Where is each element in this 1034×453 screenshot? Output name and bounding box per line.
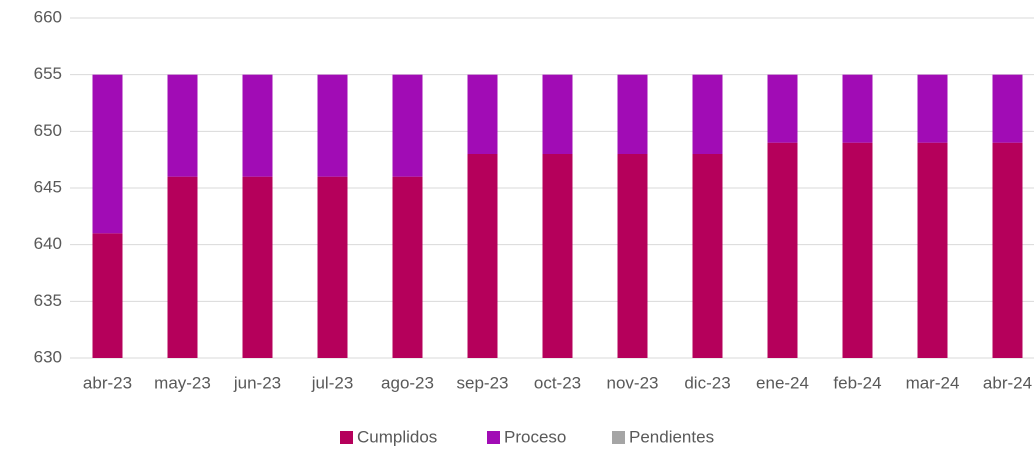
bar-segment (617, 74, 648, 154)
bar-segment (842, 142, 873, 358)
x-tick-label: abr-23 (83, 373, 132, 392)
y-tick-label: 650 (34, 121, 62, 140)
bar-segment (467, 74, 498, 154)
legend-label: Pendientes (629, 427, 714, 446)
bar-segment (392, 74, 423, 177)
x-tick-label: oct-23 (534, 373, 581, 392)
legend-label: Cumplidos (357, 427, 437, 446)
bar-segment (317, 176, 348, 358)
x-tick-label: ene-24 (756, 373, 809, 392)
bar-segment (167, 176, 198, 358)
bar-segment (767, 74, 798, 143)
bar-segment (917, 74, 948, 143)
legend-label: Proceso (504, 427, 566, 446)
x-tick-label: ago-23 (381, 373, 434, 392)
y-tick-label: 640 (34, 234, 62, 253)
x-tick-label: jul-23 (311, 373, 354, 392)
bar-segment (317, 74, 348, 177)
bar-segment (392, 176, 423, 358)
x-tick-label: feb-24 (833, 373, 881, 392)
y-tick-label: 645 (34, 177, 62, 196)
bar-segment (242, 176, 273, 358)
x-tick-label: abr-24 (983, 373, 1032, 392)
bar-segment (917, 142, 948, 358)
bar-segment (992, 142, 1023, 358)
y-tick-label: 635 (34, 291, 62, 310)
bar-segment (542, 154, 573, 358)
bar-segment (692, 74, 723, 154)
x-tick-label: sep-23 (457, 373, 509, 392)
y-tick-label: 655 (34, 64, 62, 83)
y-tick-label: 630 (34, 347, 62, 366)
bar-segment (842, 74, 873, 143)
bar-segment (542, 74, 573, 154)
bar-segment (92, 74, 123, 234)
bar-segment (92, 233, 123, 358)
bar-segment (242, 74, 273, 177)
bar-segment (692, 154, 723, 358)
legend-swatch (487, 431, 500, 444)
bar-segment (167, 74, 198, 177)
x-tick-label: dic-23 (684, 373, 730, 392)
bar-segment (767, 142, 798, 358)
y-tick-label: 660 (34, 7, 62, 26)
bar-segment (992, 74, 1023, 143)
legend-swatch (340, 431, 353, 444)
bar-segment (617, 154, 648, 358)
bar-segment (467, 154, 498, 358)
x-tick-label: jun-23 (233, 373, 281, 392)
legend-swatch (612, 431, 625, 444)
x-tick-label: nov-23 (607, 373, 659, 392)
x-tick-label: mar-24 (906, 373, 960, 392)
x-tick-label: may-23 (154, 373, 211, 392)
